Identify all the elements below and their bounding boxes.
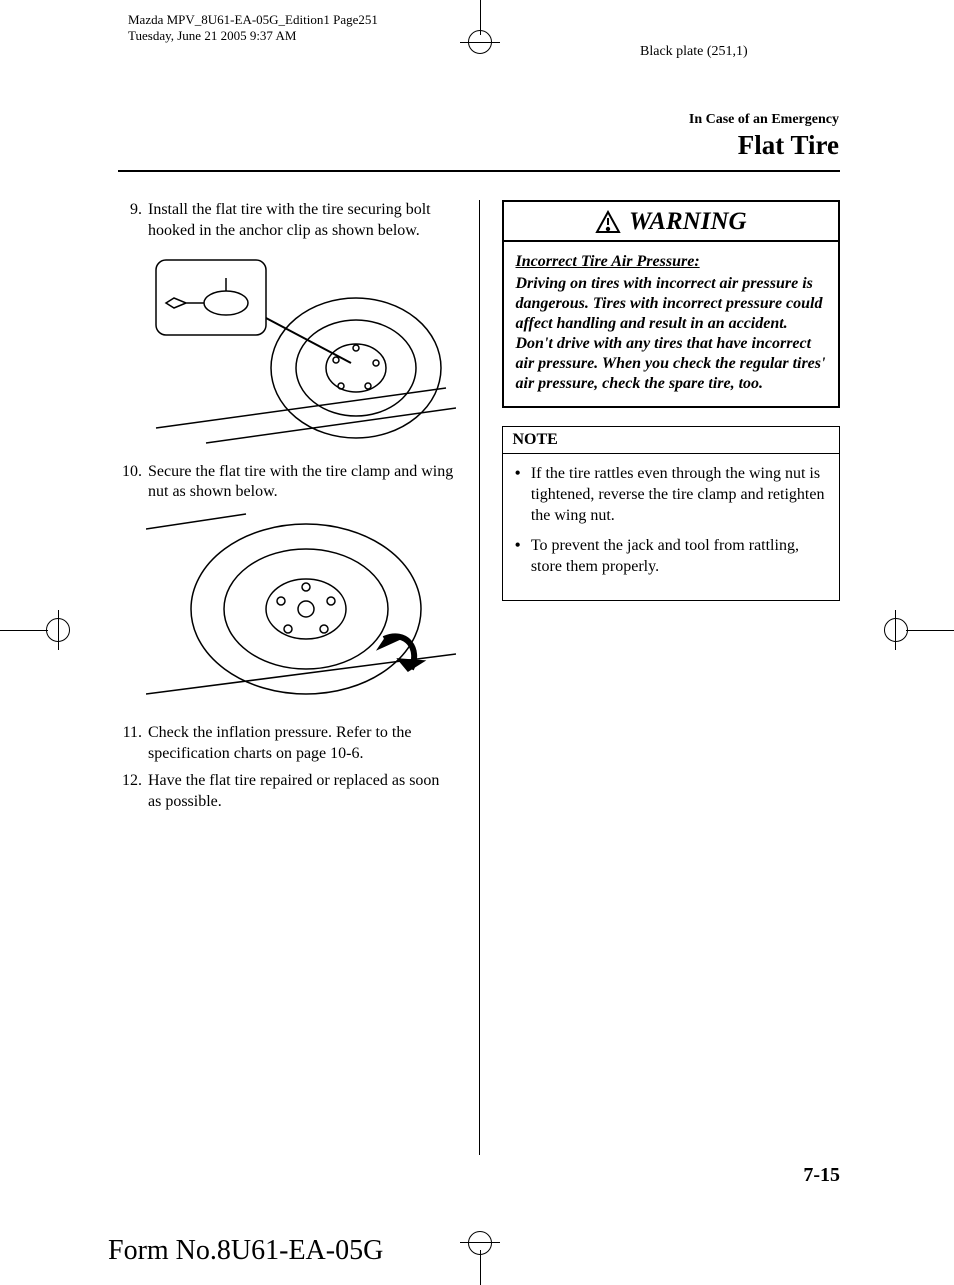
page-header: In Case of an Emergency Flat Tire <box>689 112 839 161</box>
step-12: 12. Have the flat tire repaired or repla… <box>118 771 457 813</box>
step-number: 12. <box>118 771 148 813</box>
step-number: 9. <box>118 200 148 242</box>
tire-anchor-illustration <box>146 248 456 448</box>
step-text: Check the inflation pressure. Refer to t… <box>148 723 457 765</box>
step-text: Have the flat tire repaired or replaced … <box>148 771 457 813</box>
crop-mark-right <box>874 610 954 650</box>
note-item-text: To prevent the jack and tool from rattli… <box>531 536 827 578</box>
page-title: Flat Tire <box>689 130 839 161</box>
right-column: WARNING Incorrect Tire Air Pressure: Dri… <box>502 200 841 1155</box>
step-11: 11. Check the inflation pressure. Refer … <box>118 723 457 765</box>
step-9: 9. Install the flat tire with the tire s… <box>118 200 457 242</box>
step-number: 11. <box>118 723 148 765</box>
warning-text: Driving on tires with incorrect air pres… <box>516 275 826 392</box>
step-10: 10. Secure the flat tire with the tire c… <box>118 462 457 504</box>
form-number: Form No.8U61-EA-05G <box>108 1235 383 1267</box>
warning-label: WARNING <box>629 208 747 236</box>
print-header-line2: Tuesday, June 21 2005 9:37 AM <box>128 28 378 44</box>
warning-box: WARNING Incorrect Tire Air Pressure: Dri… <box>502 200 841 408</box>
step-text: Install the flat tire with the tire secu… <box>148 200 457 242</box>
crop-mark-top <box>460 0 500 70</box>
note-body: If the tire rattles even through the win… <box>503 454 840 600</box>
note-item: To prevent the jack and tool from rattli… <box>515 536 828 578</box>
tire-clamp-illustration <box>146 509 456 709</box>
page-number: 7-15 <box>803 1164 840 1187</box>
warning-heading: Incorrect Tire Air Pressure: <box>516 252 827 272</box>
note-item: If the tire rattles even through the win… <box>515 464 828 526</box>
print-header-line1: Mazda MPV_8U61-EA-05G_Edition1 Page251 <box>128 12 378 28</box>
column-divider <box>479 200 480 1155</box>
note-box: NOTE If the tire rattles even through th… <box>502 426 841 601</box>
warning-body: Incorrect Tire Air Pressure: Driving on … <box>504 242 839 406</box>
figure-tire-clamp <box>146 509 456 709</box>
crop-mark-left <box>0 610 80 650</box>
left-column: 9. Install the flat tire with the tire s… <box>118 200 457 1155</box>
crop-mark-bottom <box>460 1215 500 1285</box>
header-rule <box>118 170 840 172</box>
note-label: NOTE <box>503 427 840 454</box>
print-header: Mazda MPV_8U61-EA-05G_Edition1 Page251 T… <box>128 12 378 43</box>
warning-triangle-icon <box>595 210 621 234</box>
figure-tire-anchor <box>146 248 456 448</box>
black-plate-label: Black plate (251,1) <box>640 44 748 60</box>
step-text: Secure the flat tire with the tire clamp… <box>148 462 457 504</box>
note-item-text: If the tire rattles even through the win… <box>531 464 827 526</box>
warning-title-bar: WARNING <box>504 202 839 242</box>
step-number: 10. <box>118 462 148 504</box>
content-columns: 9. Install the flat tire with the tire s… <box>118 200 840 1155</box>
section-title: In Case of an Emergency <box>689 112 839 128</box>
